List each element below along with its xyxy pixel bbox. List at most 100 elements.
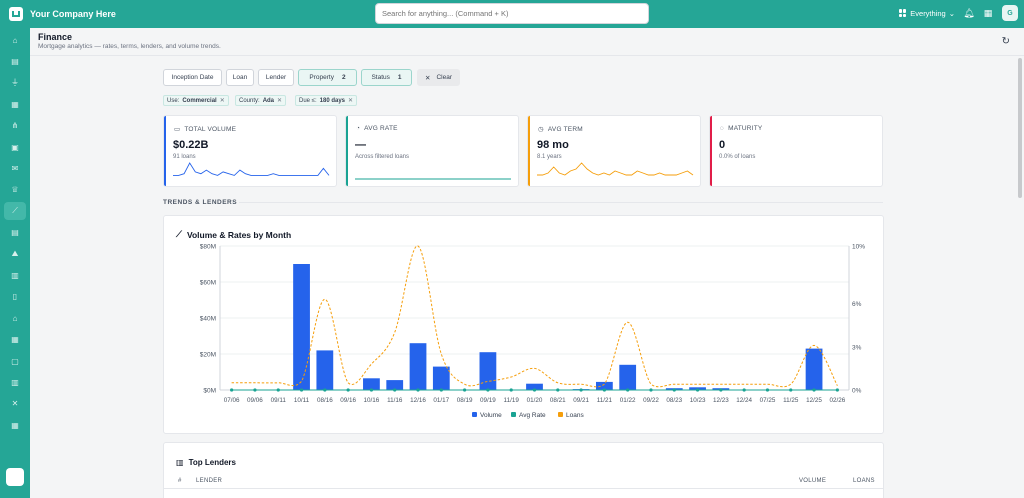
x-tick-label: 09/21 [573,397,589,404]
avg-rate-point[interactable] [509,388,513,392]
x-tick-label: 08/23 [666,397,682,404]
network-icon[interactable]: ⋔ [11,121,19,131]
avg-rate-point[interactable] [672,388,676,392]
avg-rate-point[interactable] [439,388,443,392]
column-header[interactable]: # [178,478,182,484]
volume-bar[interactable] [316,350,334,390]
volume-bar[interactable] [596,381,613,390]
calculator-icon[interactable]: ▦ [11,335,19,345]
avg-rate-point[interactable] [532,388,537,392]
share-icon[interactable]: ✕ [11,399,19,409]
avg-rate-point[interactable] [812,388,816,392]
kpi-card-avg-term[interactable]: ◷ AVG TERM 98 mo 8.1 years [527,115,701,187]
avatar[interactable]: G [1002,5,1018,21]
avg-rate-point[interactable] [765,388,770,392]
page-scrollbar[interactable] [1018,58,1022,198]
mountain-icon[interactable]: ⛰ [11,249,19,258]
bar-chart-icon[interactable]: ▥ [11,377,19,387]
volume-bar[interactable] [293,264,310,390]
avg-rate-point[interactable] [695,388,700,392]
grid-icon[interactable]: ▦ [11,420,19,430]
avg-rate-point[interactable] [323,388,327,392]
active-filter-tag[interactable]: Due ≤: 180 days ✕ [295,95,358,106]
chip-label: Loan [232,74,248,81]
avg-rate-point[interactable] [486,388,490,392]
volume-bar[interactable] [386,380,404,390]
avg-rate-point[interactable] [602,388,606,392]
active-filter-tag[interactable]: County: Ada ✕ [235,95,287,106]
filter-chip-status[interactable]: Status 1 [361,69,412,86]
file-icon[interactable]: ▯ [12,292,18,302]
x-tick-label: 02/26 [829,397,845,404]
avg-rate-point[interactable] [463,388,467,392]
crown-icon[interactable]: ♕ [11,185,19,195]
kpi-card-avg-rate[interactable]: ◔ AVG RATE — Across filtered loans [345,115,519,187]
volume-bar[interactable] [526,383,543,390]
legend-item[interactable]: Loans [558,412,584,419]
legend-item[interactable]: Volume [472,412,502,419]
avg-rate-point[interactable] [416,388,420,392]
kpi-card-total-volume[interactable]: ▭ TOTAL VOLUME $0.22B 91 loans [163,115,337,187]
chart-line-icon[interactable]: ⟋ [4,202,26,221]
filter-chip-loan[interactable]: Loan [226,69,254,86]
kpi-subtext: Across filtered loans [355,154,410,160]
column-header[interactable]: LOANS [853,478,875,484]
close-icon[interactable]: ✕ [348,98,354,104]
volume-bar[interactable] [619,364,637,390]
avg-rate-point[interactable] [276,388,280,392]
y-left-tick-label: $60M [200,280,216,287]
tag-key: Due ≤: [299,97,317,104]
chat-icon[interactable]: ▢ [11,356,19,366]
avg-rate-point[interactable] [579,388,583,392]
avg-rate-point[interactable] [299,388,304,392]
table-icon[interactable]: ▦ [11,99,19,109]
filter-chip-inception-date[interactable]: Inception Date [163,69,222,86]
avg-rate-point[interactable] [626,388,630,392]
chip-count: 1 [397,74,402,81]
apps-icon[interactable]: ▦ [983,7,993,18]
avg-rate-point[interactable] [835,388,839,392]
receipt-icon[interactable]: ▤ [11,228,19,238]
mail-icon[interactable]: ✉ [11,163,19,173]
home-icon[interactable]: ⌂ [12,35,18,45]
avg-rate-point[interactable] [230,388,234,392]
avg-rate-point[interactable] [649,388,653,392]
close-icon[interactable]: ✕ [277,98,283,104]
building-icon[interactable]: ▥ [11,270,19,280]
scope-selector[interactable]: Everything ⌄ [899,9,955,18]
filter-chip-lender[interactable]: Lender [258,69,294,86]
avg-rate-point[interactable] [393,388,397,392]
filter-chip-property[interactable]: Property 2 [298,69,357,86]
search-input[interactable] [375,3,649,24]
column-header[interactable]: LENDER [196,478,223,484]
volume-bar[interactable] [363,378,380,390]
company-logo-icon[interactable] [9,7,23,21]
volume-bar[interactable] [479,352,497,390]
kpi-card-maturity[interactable]: ◌ MATURITY 0 0.0% of loans [709,115,883,187]
avg-rate-point[interactable] [369,388,374,392]
avg-rate-point[interactable] [742,388,746,392]
bell-icon[interactable]: 🔔︎ [963,7,975,18]
avg-rate-point[interactable] [253,388,257,392]
legend-item[interactable]: Avg Rate [511,412,546,419]
document-icon[interactable]: ▣ [11,142,19,152]
inbox-icon[interactable]: ▤ [11,56,19,66]
avg-rate-point[interactable] [346,388,350,392]
volume-bar[interactable] [805,348,823,390]
refresh-icon[interactable]: ↻ [1001,36,1010,47]
close-icon[interactable]: ✕ [219,98,225,104]
clear-filters-button[interactable]: ✕ Clear [417,69,460,86]
bank-icon[interactable]: ⌂ [12,313,18,323]
filter-icon[interactable]: ⏚ [11,78,19,88]
active-filter-tag[interactable]: Use: Commercial ✕ [163,95,229,106]
avg-rate-point[interactable] [556,388,560,392]
column-header[interactable]: VOLUME [799,478,827,484]
volume-bar[interactable] [432,366,450,390]
sidebar-profile-button[interactable] [6,468,24,486]
avg-rate-point[interactable] [789,388,793,392]
volume-bar[interactable] [409,343,427,390]
company-name[interactable]: Your Company Here [30,9,116,19]
avg-rate-point[interactable] [719,388,723,392]
kpi-subtext: 0.0% of loans [719,154,756,160]
gauge-icon: ◔ [356,125,361,132]
